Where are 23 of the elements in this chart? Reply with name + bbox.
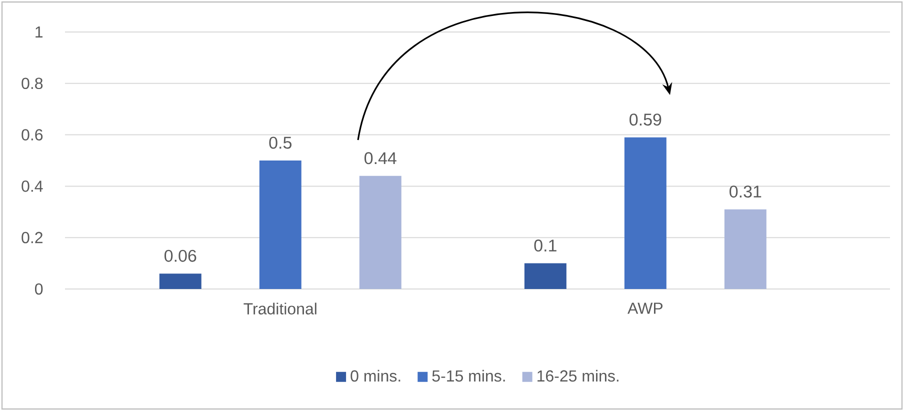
data-label: 0.44	[364, 152, 396, 164]
y-tick-label: 1	[36, 26, 43, 38]
y-tick-label: 0	[35, 283, 43, 295]
data-label: 0.5	[269, 136, 292, 149]
bar	[159, 274, 202, 289]
legend-label: 0 mins.	[350, 370, 400, 382]
x-tick-label: Traditional	[244, 302, 316, 314]
data-label: 0.1	[534, 240, 556, 252]
y-tick-label: 0.4	[22, 180, 43, 192]
legend-label: 5-15 mins.	[432, 370, 505, 382]
legend-label: 16-25 mins.	[538, 370, 618, 382]
y-tick-label: 0.6	[22, 129, 43, 140]
x-tick-label: AWP	[628, 302, 662, 314]
data-label: 0.59	[630, 114, 662, 126]
y-tick-label: 0.2	[22, 232, 42, 244]
bar	[724, 209, 766, 289]
y-tick-label: 0.8	[22, 78, 43, 90]
bar	[359, 176, 402, 289]
data-label: 0.31	[730, 186, 762, 198]
data-label: 0.06	[164, 250, 196, 262]
bar	[524, 263, 566, 289]
bar	[259, 160, 302, 289]
bar	[624, 137, 666, 289]
